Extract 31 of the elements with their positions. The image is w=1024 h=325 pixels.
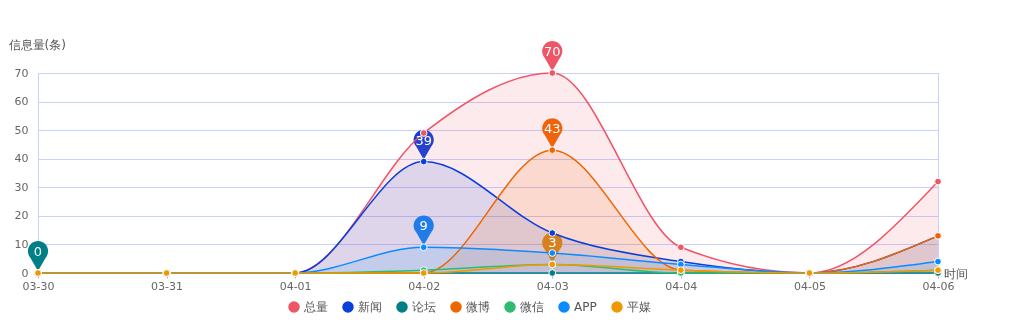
data-label: 3 — [548, 235, 557, 251]
x-tick-label: 03-31 — [151, 279, 184, 293]
data-label: 43 — [544, 121, 561, 137]
data-label: 9 — [419, 218, 428, 234]
x-axis-title: 时间 — [943, 266, 968, 281]
legend-label: 新闻 — [358, 300, 382, 314]
y-tick-label: 60 — [14, 95, 29, 109]
legend-label: 微博 — [466, 300, 490, 314]
data-label: 70 — [544, 44, 561, 59]
y-tick-label: 50 — [14, 123, 29, 137]
y-tick-label: 20 — [14, 209, 29, 223]
legend-label: 平媒 — [627, 300, 651, 314]
x-tick-label: 04-05 — [793, 279, 826, 293]
x-tick-label: 04-01 — [279, 279, 312, 293]
y-tick-label: 40 — [14, 152, 29, 166]
x-tick-label: 04-03 — [536, 279, 569, 293]
x-tick-label: 04-02 — [408, 279, 441, 293]
legend-label: APP — [574, 300, 597, 314]
x-tick-label: 04-06 — [922, 279, 955, 293]
y-tick-label: 30 — [14, 180, 29, 194]
legend-label: 论坛 — [412, 300, 436, 314]
x-tick-label: 03-30 — [22, 279, 55, 293]
y-tick-label: 10 — [14, 237, 29, 251]
y-tick-label: 0 — [21, 266, 29, 280]
y-axis-title: 信息量(条) — [8, 37, 66, 52]
y-tick-label: 70 — [14, 66, 29, 80]
data-label: 0 — [33, 244, 43, 259]
legend-label: 微信 — [520, 300, 544, 314]
x-tick-label: 04-04 — [665, 279, 698, 293]
data-label: 39 — [415, 132, 432, 148]
legend-label: 总量 — [303, 300, 328, 314]
